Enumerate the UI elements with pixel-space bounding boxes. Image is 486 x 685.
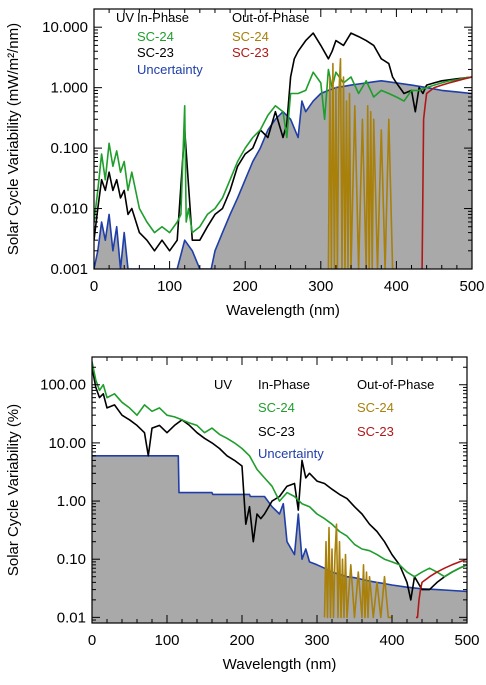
- panel-top: 0 100 200 300 400 500 0.001 0.010 0.100 1.000 10.0…: [5, 8, 485, 319]
- x-tick-label: 0: [90, 278, 98, 295]
- x-tick-label: 500: [459, 278, 484, 295]
- y-tick-label: 0.010: [50, 201, 88, 218]
- series-line-sc24-out: [323, 523, 392, 619]
- x-tick-label: 100: [157, 278, 182, 295]
- uncertainty-area: [94, 80, 472, 269]
- series-line-sc23-out: [420, 76, 472, 269]
- x-axis-label: Wavelength (nm): [223, 656, 337, 673]
- x-tick-label: 300: [304, 632, 329, 649]
- legend-sc24-in: SC-24: [258, 400, 295, 415]
- legend-in-phase-title: In-Phase: [258, 377, 310, 392]
- legend-uncertainty: Uncertainty: [137, 62, 203, 77]
- x-axis-label: Wavelength (nm): [226, 302, 340, 319]
- plot-area: [92, 361, 467, 623]
- legend-out-of-phase-title: Out-of-Phase: [232, 10, 309, 25]
- legend-sc23-in: SC-23: [258, 424, 295, 439]
- y-tick-label: 0.01: [57, 609, 86, 626]
- x-tick-label: 200: [233, 278, 258, 295]
- x-tick-label: 0: [88, 632, 96, 649]
- legend-sc23-out: SC-23: [232, 45, 269, 60]
- y-tick-label: 1.000: [50, 80, 88, 97]
- legend-region: UV: [116, 10, 134, 25]
- legend-sc23-out: SC-23: [357, 424, 394, 439]
- legend-sc24-out: SC-24: [232, 29, 269, 44]
- series-line-sc24-out: [327, 58, 397, 269]
- uncertainty-area: [92, 455, 467, 623]
- legend-sc24-in: SC-24: [137, 29, 174, 44]
- legend-uncertainty: Uncertainty: [258, 446, 324, 461]
- plot-frame: [91, 356, 468, 624]
- x-tick-label: 400: [379, 632, 404, 649]
- x-tick-label: 500: [454, 632, 479, 649]
- legend-region: UV: [214, 377, 232, 392]
- panel-bottom: 0 100 200 300 400 500 0.01 0.10 1.00 10.00 100.00 W…: [5, 356, 480, 673]
- y-tick-label: 0.10: [57, 551, 86, 568]
- y-axis-label: Solar Cycle Variability (mW/m²/nm): [5, 23, 22, 255]
- series-line-sc24-in: [92, 361, 467, 578]
- y-tick-label: 0.100: [50, 140, 88, 157]
- series-line-sc23-in: [92, 367, 467, 601]
- series-line-uncertainty: [94, 80, 472, 269]
- y-tick-label: 1.00: [57, 493, 86, 510]
- y-tick-label: 100.00: [40, 377, 86, 394]
- legend-out-of-phase-title: Out-of-Phase: [357, 377, 434, 392]
- x-tick-label: 400: [384, 278, 409, 295]
- y-tick-label: 10.000: [42, 19, 88, 36]
- legend-sc23-in: SC-23: [137, 45, 174, 60]
- y-tick-label: 0.001: [50, 261, 88, 278]
- plot-frame: [93, 8, 473, 270]
- x-tick-label: 200: [229, 632, 254, 649]
- plot-area: [94, 32, 472, 269]
- x-tick-label: 300: [308, 278, 333, 295]
- series-line-sc23-out: [416, 558, 467, 619]
- series-line-sc24-in: [94, 68, 472, 234]
- y-axis-label: Solar Cycle Variability (%): [5, 404, 22, 576]
- series-line-uncertainty: [92, 455, 467, 593]
- y-tick-label: 10.00: [48, 435, 86, 452]
- legend-in-phase-title: In-Phase: [137, 10, 189, 25]
- x-tick-label: 100: [154, 632, 179, 649]
- legend-sc24-out: SC-24: [357, 400, 394, 415]
